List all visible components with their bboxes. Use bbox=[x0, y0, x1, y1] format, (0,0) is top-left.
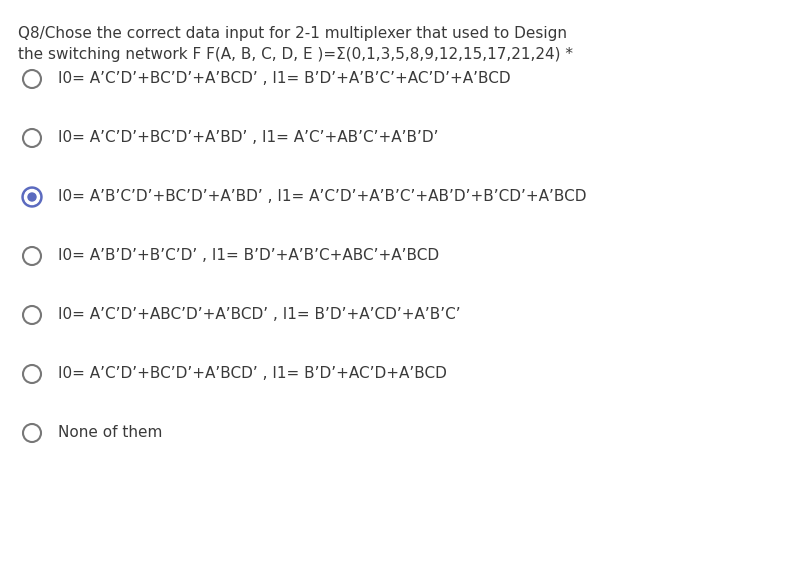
Circle shape bbox=[28, 193, 36, 201]
Text: Q8/Chose the correct data input for 2-1 multiplexer that used to Design: Q8/Chose the correct data input for 2-1 … bbox=[18, 26, 567, 41]
Text: I0= A’B’C’D’+BC’D’+A’BD’ , I1= A’C’D’+A’B’C’+AB’D’+B’CD’+A’BCD: I0= A’B’C’D’+BC’D’+A’BD’ , I1= A’C’D’+A’… bbox=[58, 189, 586, 204]
Circle shape bbox=[22, 187, 42, 207]
Text: I0= A’C’D’+ABC’D’+A’BCD’ , I1= B’D’+A’CD’+A’B’C’: I0= A’C’D’+ABC’D’+A’BCD’ , I1= B’D’+A’CD… bbox=[58, 307, 461, 322]
Text: I0= A’C’D’+BC’D’+A’BD’ , I1= A’C’+AB’C’+A’B’D’: I0= A’C’D’+BC’D’+A’BD’ , I1= A’C’+AB’C’+… bbox=[58, 130, 438, 145]
Text: the switching network F F(A, B, C, D, E )=Σ(0,1,3,5,8,9,12,15,17,21,24) *: the switching network F F(A, B, C, D, E … bbox=[18, 47, 573, 62]
Text: I0= A’C’D’+BC’D’+A’BCD’ , I1= B’D’+AC’D+A’BCD: I0= A’C’D’+BC’D’+A’BCD’ , I1= B’D’+AC’D+… bbox=[58, 366, 447, 381]
Text: I0= A’C’D’+BC’D’+A’BCD’ , I1= B’D’+A’B’C’+AC’D’+A’BCD: I0= A’C’D’+BC’D’+A’BCD’ , I1= B’D’+A’B’C… bbox=[58, 71, 510, 86]
Text: I0= A’B’D’+B’C’D’ , I1= B’D’+A’B’C+ABC’+A’BCD: I0= A’B’D’+B’C’D’ , I1= B’D’+A’B’C+ABC’+… bbox=[58, 248, 439, 263]
Circle shape bbox=[25, 189, 39, 204]
Text: None of them: None of them bbox=[58, 425, 162, 440]
